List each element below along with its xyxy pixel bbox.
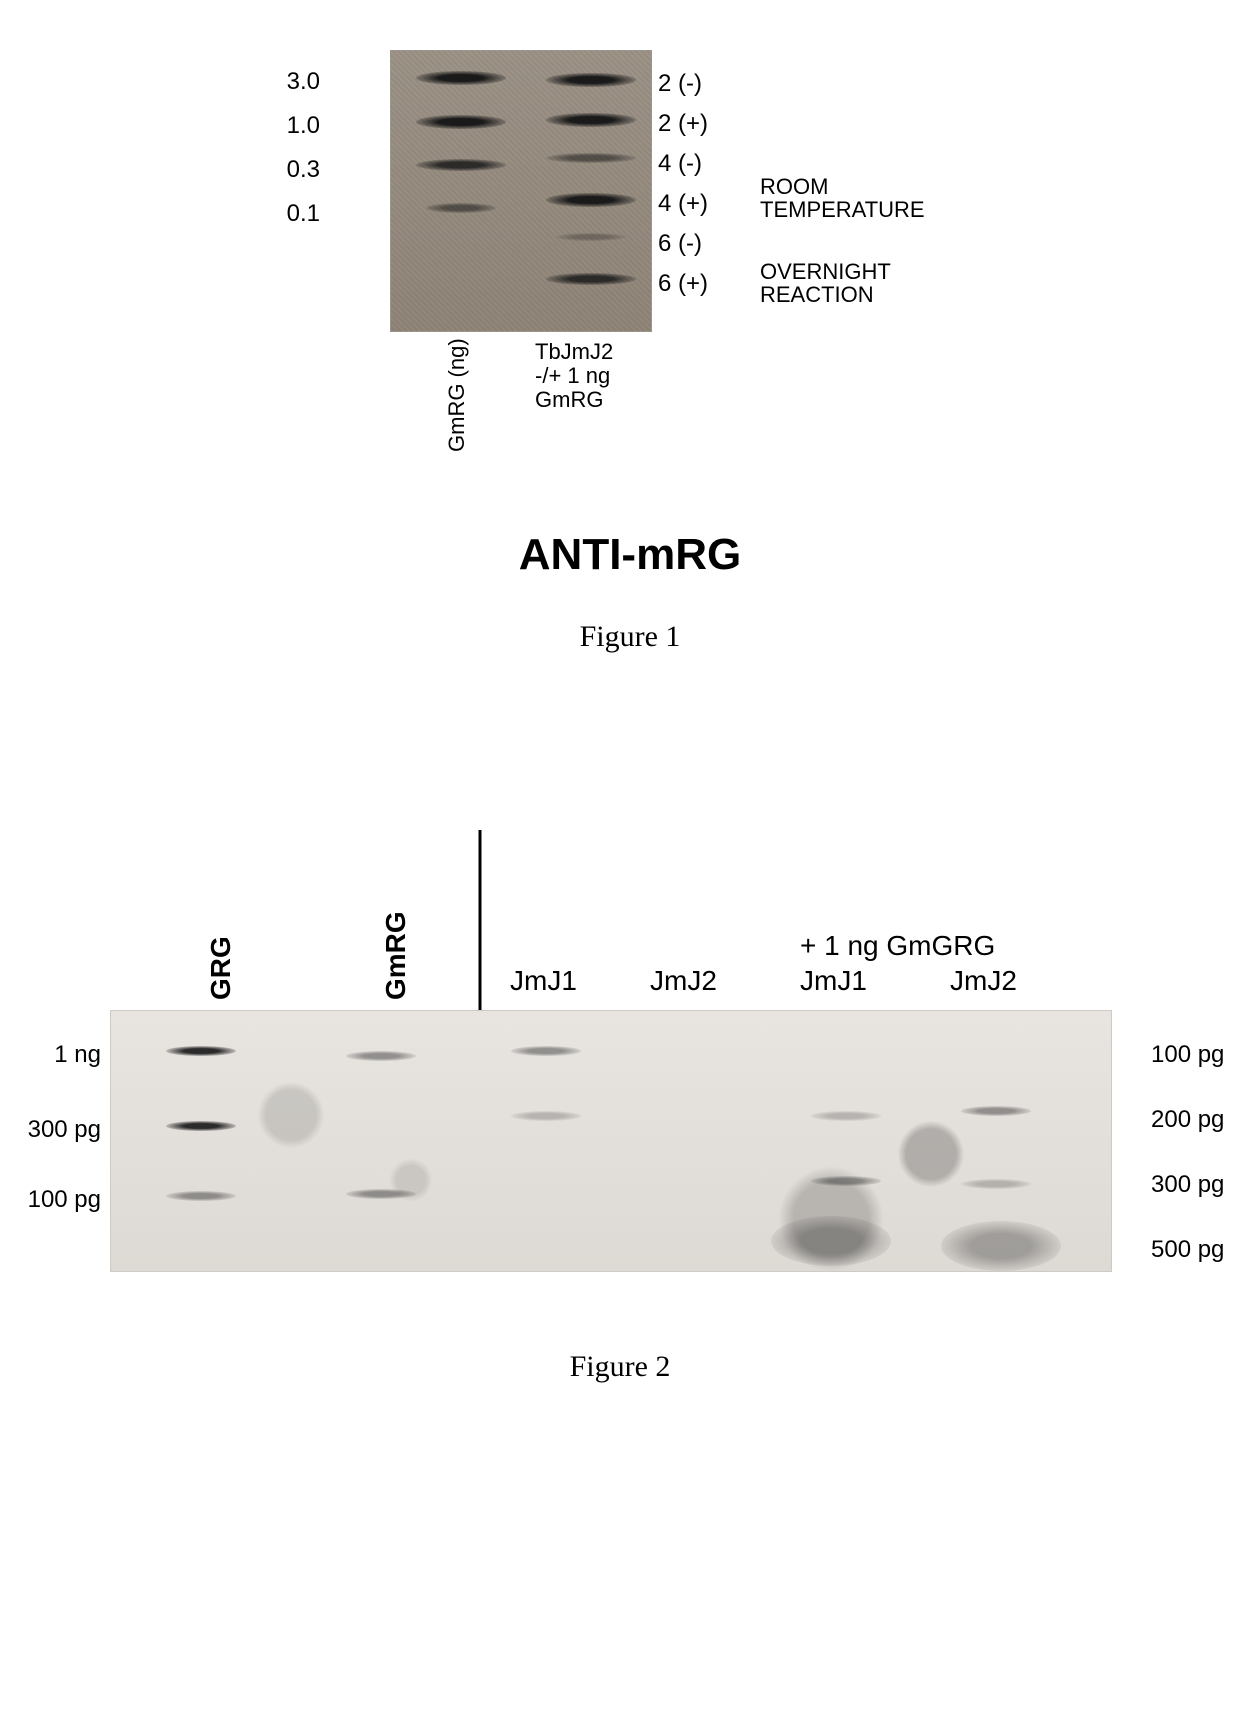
fig1-lrl-2: -/+ 1 ng (535, 364, 613, 388)
fig1-right-1: 2 (+) (658, 110, 708, 138)
fig2-h-jmj2-b: JmJ2 (950, 965, 1017, 997)
fig1-r-band-4 (556, 233, 626, 241)
fig1-right-4: 6 (-) (658, 230, 702, 258)
fig1-r-band-2 (546, 153, 636, 163)
fig2-ls-0: 1 ng (54, 1041, 101, 1069)
fig2-rs-1: 200 pg (1151, 1106, 1224, 1134)
figure-1-blot (390, 50, 652, 332)
fig2-band (771, 1216, 891, 1266)
figure-2-top-labels: GRG GmRG JmJ1 JmJ2 + 1 ng GmGRG JmJ1 JmJ… (70, 870, 1170, 1010)
fig1-lane-left-label: GmRG (ng) (445, 338, 469, 452)
fig1-note-room-temp: ROOM TEMPERATURE (760, 175, 925, 221)
fig1-l-band-3 (426, 203, 496, 213)
fig2-h-jmj1-a: JmJ1 (510, 965, 577, 997)
fig1-r-band-3 (546, 193, 636, 207)
fig1-r-band-0 (546, 73, 636, 87)
fig1-note-overnight: OVERNIGHT REACTION (760, 260, 891, 306)
fig1-right-3: 4 (+) (658, 190, 708, 218)
figure-2-caption: Figure 2 (70, 1350, 1170, 1384)
fig2-ls-2: 100 pg (28, 1186, 101, 1214)
fig1-left-2: 0.3 (287, 156, 320, 184)
fig1-right-5: 6 (+) (658, 270, 708, 298)
fig1-lane-right-label: TbJmJ2 -/+ 1 ng GmRG (535, 340, 613, 413)
fig2-band (511, 1046, 581, 1056)
fig2-band (166, 1121, 236, 1131)
fig2-band (961, 1179, 1031, 1189)
figure-2: GRG GmRG JmJ1 JmJ2 + 1 ng GmGRG JmJ1 JmJ… (70, 870, 1170, 1272)
fig1-note-on-line2: REACTION (760, 283, 891, 306)
fig2-rot-gmrg: GmRG (380, 911, 412, 1000)
fig2-band (166, 1046, 236, 1056)
fig2-band (941, 1221, 1061, 1271)
fig2-rs-0: 100 pg (1151, 1041, 1224, 1069)
fig1-lane-left (401, 51, 521, 331)
fig2-band (511, 1111, 581, 1121)
fig1-right-0: 2 (-) (658, 70, 702, 98)
fig1-lrl-3: GmRG (535, 388, 613, 412)
fig2-band (346, 1189, 416, 1199)
fig2-band (166, 1191, 236, 1201)
figure-2-blot: 1 ng 300 pg 100 pg 100 pg 200 pg 300 pg … (110, 1010, 1112, 1272)
fig1-note-rt-line2: TEMPERATURE (760, 198, 925, 221)
fig1-r-band-5 (546, 273, 636, 285)
fig1-left-0: 3.0 (287, 68, 320, 96)
fig2-h-jmj1-b: JmJ1 (800, 965, 867, 997)
fig1-l-band-1 (416, 115, 506, 129)
fig2-band (961, 1106, 1031, 1116)
fig2-rs-3: 500 pg (1151, 1236, 1224, 1264)
fig2-rs-2: 300 pg (1151, 1171, 1224, 1199)
fig2-band (346, 1051, 416, 1061)
fig1-right-2: 4 (-) (658, 150, 702, 178)
fig2-band (811, 1176, 881, 1186)
fig1-note-on-line1: OVERNIGHT (760, 260, 891, 283)
figure-1-blot-area: 3.0 1.0 0.3 0.1 2 (-) (280, 50, 980, 390)
fig1-left-1: 1.0 (287, 112, 320, 140)
fig1-left-3: 0.1 (287, 200, 320, 228)
fig1-l-band-0 (416, 71, 506, 85)
fig1-lane-right (531, 51, 651, 331)
fig2-h-jmj2-a: JmJ2 (650, 965, 717, 997)
fig1-l-band-2 (416, 159, 506, 171)
figure-1: 3.0 1.0 0.3 0.1 2 (-) (280, 50, 980, 390)
fig1-note-rt-line1: ROOM (760, 175, 925, 198)
figure-1-caption: Figure 1 (280, 620, 980, 654)
fig2-h-plus: + 1 ng GmGRG (800, 930, 995, 962)
fig1-r-band-1 (546, 113, 636, 127)
fig2-band (811, 1111, 881, 1121)
fig2-rot-grg: GRG (205, 936, 237, 1000)
fig2-ls-1: 300 pg (28, 1116, 101, 1144)
fig1-lrl-1: TbJmJ2 (535, 340, 613, 364)
figure-1-title: ANTI-mRG (280, 530, 980, 580)
